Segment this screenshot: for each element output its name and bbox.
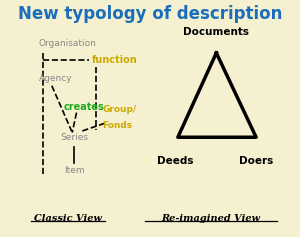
Text: Deeds: Deeds — [157, 156, 194, 166]
Text: creates: creates — [64, 102, 104, 112]
Text: Series: Series — [60, 133, 88, 142]
Text: Re-imagined View: Re-imagined View — [161, 214, 260, 223]
Text: Agency: Agency — [39, 74, 72, 83]
Text: Organisation: Organisation — [39, 39, 96, 48]
Text: Doers: Doers — [239, 156, 273, 166]
Text: Group/: Group/ — [102, 105, 136, 114]
Text: Item: Item — [64, 165, 85, 174]
Text: Classic View: Classic View — [34, 214, 102, 223]
Text: Fonds: Fonds — [102, 121, 132, 130]
Text: Documents: Documents — [183, 27, 249, 36]
Text: function: function — [92, 55, 137, 65]
Text: New typology of description: New typology of description — [18, 5, 282, 23]
